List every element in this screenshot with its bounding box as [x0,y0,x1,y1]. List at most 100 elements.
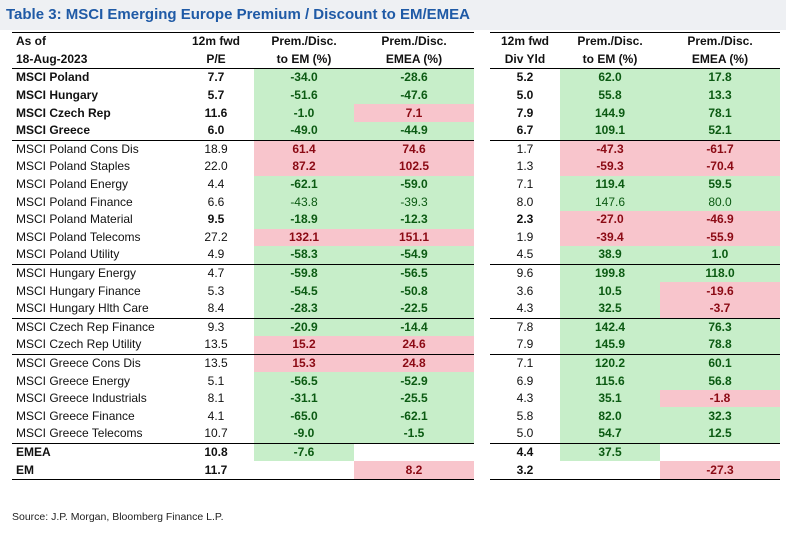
table-row: MSCI Poland Staples 22.0 87.2 102.5 1.3 -59.3… [12,158,780,176]
row-label: MSCI Hungary Energy [12,263,178,283]
value-cell: -3.7 [660,299,780,318]
value-cell: -62.1 [354,407,474,426]
value-cell: 52.1 [660,121,780,141]
value-cell: 4.7 [178,263,254,283]
gap-cell [474,122,490,140]
row-label: MSCI Hungary Hlth Care [16,301,149,316]
value-cell: -39.3 [354,193,474,211]
header-cell: Prem./Disc. [354,31,474,51]
table-title: Table 3: MSCI Emerging Europe Premium / … [6,6,470,23]
value-cell: -9.0 [254,425,354,444]
value-cell: -31.1 [254,389,354,408]
value-cell: 54.7 [560,425,660,444]
value-cell: 118.0 [660,263,780,283]
value-cell: 7.8 [490,317,560,337]
value-cell: 82.0 [560,407,660,426]
gap-cell [474,229,490,247]
header-cell: 18-Aug-2023 [12,50,178,70]
value-cell: 4.9 [207,247,225,262]
value-cell: 5.7 [207,88,225,103]
table-row: MSCI Czech Rep 11.6 -1.0 7.1 7.9 144.9 78.1 [12,104,780,122]
row-label: MSCI Poland Staples [16,159,131,174]
value-cell: -39.4 [560,228,660,247]
value-cell: 120.2 [560,353,660,373]
table-row: MSCI Czech Rep Utility 13.5 15.2 24.6 7.9 145… [12,336,780,355]
gap-cell [474,176,490,194]
value-cell: 9.5 [207,212,225,227]
value-cell: 1.3 [516,159,534,174]
value-cell: 1.7 [490,139,560,159]
value-cell: 24.8 [354,353,474,373]
value-cell: 3.2 [490,461,560,480]
gap-cell [474,282,490,300]
value-cell: -47.3 [560,139,660,159]
value-cell: 3.6 [516,283,534,298]
table-row: MSCI Poland Utility 4.9 -58.3 -54.9 4.5 38.9 1… [12,246,780,265]
value-cell: 147.6 [560,193,660,211]
value-cell: -12.3 [354,210,474,229]
value-cell: 6.0 [207,123,225,138]
value-cell: 119.4 [560,175,660,194]
value-cell: 151.1 [354,228,474,247]
value-cell: -70.4 [660,158,780,176]
value-cell: 27.2 [204,229,228,244]
value-cell: 24.6 [354,336,474,355]
gap-cell [474,461,490,479]
value-cell: 199.8 [560,263,660,283]
value-cell: 9.3 [178,317,254,337]
value-cell: -19.6 [660,282,780,300]
source-note: Source: J.P. Morgan, Bloomberg Finance L… [12,511,224,523]
value-cell: 7.1 [354,104,474,122]
value-cell: -25.5 [354,389,474,408]
value-cell: 5.0 [516,426,534,441]
value-cell: 11.6 [204,105,228,120]
gap-cell [474,87,490,105]
value-cell: 59.5 [660,175,780,194]
value-cell: 17.8 [660,68,780,87]
row-label: MSCI Poland Finance [16,194,133,209]
value-cell: 1.0 [660,246,780,265]
value-cell: 7.9 [516,105,534,120]
value-cell: -54.5 [254,282,354,300]
value-cell: -20.9 [254,317,354,337]
value-cell: 132.1 [254,228,354,247]
value-cell: 10.5 [560,282,660,300]
value-cell: -47.6 [354,86,474,105]
header-row-1: As of 12m fwd Prem./Disc. Prem./Disc. 12… [12,31,780,51]
value-cell: 8.2 [354,461,474,480]
value-cell: -34.0 [254,68,354,87]
header-cell: EMEA (%) [354,50,474,70]
value-cell: 4.3 [516,391,534,406]
table-row: MSCI Poland Cons Dis 18.9 61.4 74.6 1.7 -47.3… [12,139,780,159]
table-row: MSCI Hungary 5.7 -51.6 -47.6 5.0 55.8 13.3 [12,86,780,105]
row-label: MSCI Greece Telecoms [16,426,143,441]
value-cell: 13.5 [204,337,228,352]
table-row: MSCI Hungary Finance 5.3 -54.5 -50.8 3.6 10.5… [12,282,780,300]
value-cell: -14.4 [354,317,474,337]
table-row: MSCI Czech Rep Finance 9.3 -20.9 -14.4 7.8 14… [12,317,780,337]
value-cell: 4.1 [207,408,225,423]
value-cell: 7.1 [516,177,534,192]
value-cell: -1.0 [254,104,354,122]
row-label: MSCI Poland Material [16,212,133,227]
header-cell: to EM (%) [254,50,354,70]
gap-cell [474,104,490,122]
value-cell: 6.7 [516,123,534,138]
header-cell: 12m fwd [490,31,560,51]
value-cell: 5.3 [207,283,225,298]
gap-cell [474,318,490,336]
gap-cell [474,443,490,461]
value-cell: -27.3 [660,461,780,480]
row-label: MSCI Poland Utility [16,247,120,262]
value-cell: 1.9 [516,229,534,244]
gap-cell [474,51,490,69]
value-cell: -52.9 [354,372,474,390]
gap-cell [474,193,490,211]
value-cell: 7.9 [516,337,534,352]
gap-cell [474,354,490,372]
value-cell: -44.9 [354,121,474,141]
header-cell: Prem./Disc. [254,31,354,51]
value-cell: -65.0 [254,407,354,426]
value-cell: 7.7 [207,70,225,85]
value-cell: 15.2 [254,336,354,355]
